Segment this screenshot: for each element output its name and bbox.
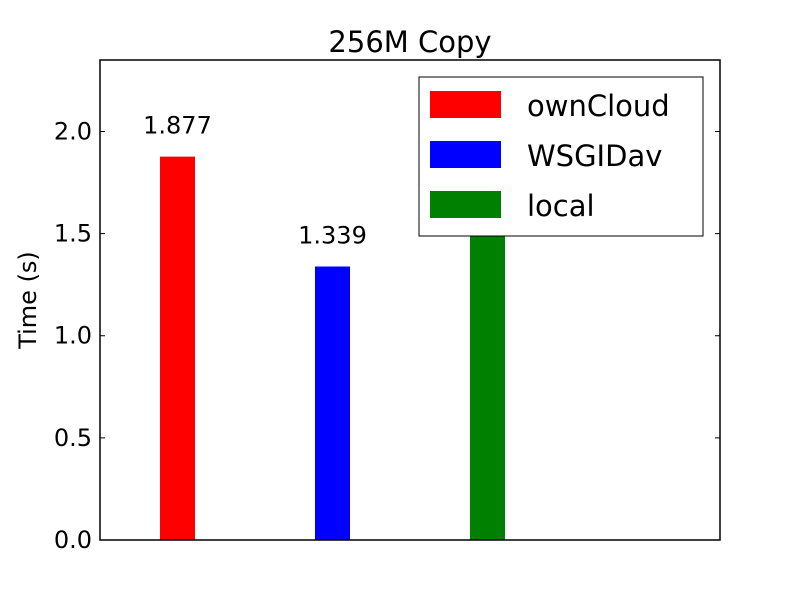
legend-label-wsgidav: WSGIDav [527, 139, 662, 173]
legend-swatch-owncloud [430, 91, 501, 118]
legend-label-owncloud: ownCloud [527, 89, 670, 123]
bar-owncloud [160, 156, 195, 540]
y-axis-title: Time (s) [14, 251, 42, 350]
bar-wsgidav [315, 266, 350, 540]
data-label-owncloud: 1.877 [143, 112, 212, 140]
y-tick-label: 0.5 [54, 424, 92, 452]
legend-label-local: local [527, 189, 595, 223]
legend: ownCloud WSGIDav local [418, 76, 704, 237]
plot-frame [99, 59, 721, 541]
y-tick-label: 1.0 [54, 322, 92, 350]
data-labels: 1.877 1.339 [143, 112, 367, 250]
legend-swatch-wsgidav [430, 141, 501, 168]
y-axis-tick-labels: 0.0 0.5 1.0 1.5 2.0 [54, 117, 92, 554]
data-label-wsgidav: 1.339 [298, 222, 367, 250]
y-axis-ticks [100, 130, 720, 541]
y-tick-label: 2.0 [54, 117, 92, 145]
chart-title: 256M Copy [328, 25, 491, 59]
bar-local [470, 229, 505, 540]
y-tick-label: 0.0 [54, 526, 92, 554]
legend-swatch-local [430, 191, 501, 218]
bar-group [160, 156, 505, 540]
y-tick-label: 1.5 [54, 220, 92, 248]
